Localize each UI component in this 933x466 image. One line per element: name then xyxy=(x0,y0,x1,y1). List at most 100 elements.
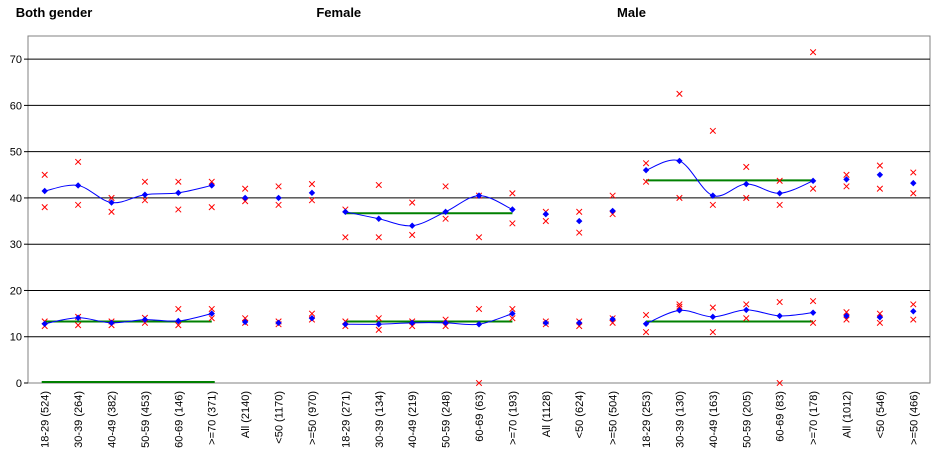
mean-point xyxy=(241,194,249,202)
ci-low-marker xyxy=(843,183,850,190)
mean-point xyxy=(809,177,817,185)
mean-point xyxy=(342,208,349,216)
ci-low-marker xyxy=(676,303,683,310)
category-label: 18-29 (524) xyxy=(40,391,52,448)
mean-point xyxy=(208,182,215,189)
ci-high-marker xyxy=(509,190,516,197)
category-label: <50 (1170) xyxy=(274,391,286,444)
ci-low-marker xyxy=(509,220,516,227)
category-label: >=70 (178) xyxy=(808,391,820,445)
ci-low-marker xyxy=(576,322,583,330)
ci-high-marker xyxy=(241,315,249,322)
mean-point xyxy=(41,320,48,327)
mean-point xyxy=(375,215,382,222)
ci-low-marker xyxy=(175,322,182,329)
ci-low-marker xyxy=(576,229,583,236)
y-tick-label: 50 xyxy=(10,147,22,159)
ci-high-marker xyxy=(910,301,917,308)
mean-point xyxy=(776,312,783,320)
mean-point xyxy=(509,310,516,317)
mean-curve xyxy=(44,184,212,204)
mean-point xyxy=(141,316,149,323)
ci-high-marker xyxy=(809,297,817,305)
mean-point xyxy=(876,171,884,178)
mean-point xyxy=(776,190,783,197)
ci-low-marker xyxy=(141,197,149,204)
panel-title: Female xyxy=(316,5,361,20)
ci-high-marker xyxy=(843,309,850,316)
ci-high-marker xyxy=(308,180,316,188)
ci-low-marker xyxy=(475,379,483,387)
mean-point xyxy=(576,217,583,225)
mean-point xyxy=(108,199,115,206)
ci-low-marker xyxy=(609,210,616,218)
ci-low-marker xyxy=(709,328,717,336)
mean-point xyxy=(843,312,850,320)
ci-low-marker xyxy=(709,201,717,209)
mean-point xyxy=(642,166,650,174)
ci-high-marker xyxy=(743,301,750,308)
ci-low-marker xyxy=(308,197,316,204)
category-label: >=50 (504) xyxy=(608,391,620,445)
ci-low-marker xyxy=(241,198,249,205)
ci-low-marker xyxy=(108,208,115,215)
ci-high-marker xyxy=(910,169,917,176)
category-label: 18-29 (271) xyxy=(340,391,352,448)
ci-low-marker xyxy=(74,322,82,329)
category-label: 50-59 (205) xyxy=(741,391,753,448)
mean-point xyxy=(308,189,316,197)
category-label: >=70 (371) xyxy=(207,391,219,445)
mean-point xyxy=(74,314,82,321)
mean-point xyxy=(609,315,616,323)
mean-point xyxy=(241,318,249,326)
ci-low-marker xyxy=(275,201,282,209)
ci-high-marker xyxy=(74,158,82,165)
ci-low-marker xyxy=(175,206,182,213)
ci-high-marker xyxy=(241,185,249,192)
ci-low-marker xyxy=(876,185,884,192)
mean-point xyxy=(509,206,516,213)
ci-low-marker xyxy=(208,315,215,322)
mean-point xyxy=(542,210,550,218)
ci-high-marker xyxy=(208,178,215,185)
mean-point xyxy=(175,317,182,325)
ci-high-marker xyxy=(809,49,817,56)
ci-high-marker xyxy=(642,311,650,319)
category-label: >=50 (970) xyxy=(307,391,319,445)
category-label: 60-69 (146) xyxy=(173,391,185,448)
mean-point xyxy=(576,319,583,327)
ci-high-marker xyxy=(308,310,316,317)
ci-high-marker xyxy=(676,301,683,308)
mean-point xyxy=(375,321,382,328)
mean-point xyxy=(743,180,750,188)
mean-curve xyxy=(645,159,814,197)
ci-high-marker xyxy=(141,178,149,185)
mean-point xyxy=(275,319,282,327)
mean-point xyxy=(609,207,616,215)
ci-low-marker xyxy=(809,185,817,192)
mean-point xyxy=(342,321,349,328)
ci-high-marker xyxy=(609,192,616,199)
ci-low-marker xyxy=(676,194,683,202)
ci-low-marker xyxy=(41,204,48,211)
mean-point xyxy=(108,319,115,327)
ci-high-marker xyxy=(576,208,583,215)
mean-point xyxy=(41,187,48,195)
mean-point xyxy=(475,321,483,328)
ci-high-marker xyxy=(642,160,650,167)
ci-low-marker xyxy=(509,315,516,322)
y-tick-label: 40 xyxy=(10,193,22,205)
ci-low-marker xyxy=(475,234,483,241)
mean-curve xyxy=(345,313,513,326)
ci-low-marker xyxy=(776,201,783,209)
category-label: All (1128) xyxy=(541,391,553,437)
ci-high-marker xyxy=(108,194,115,202)
mean-point xyxy=(408,319,416,327)
category-label: 30-39 (264) xyxy=(73,391,85,448)
category-label: <50 (624) xyxy=(574,391,586,438)
ci-low-marker xyxy=(876,319,884,327)
ci-low-marker xyxy=(809,319,817,327)
y-tick-label: 30 xyxy=(10,239,22,251)
mean-point xyxy=(876,314,884,321)
y-tick-label: 60 xyxy=(10,100,22,112)
